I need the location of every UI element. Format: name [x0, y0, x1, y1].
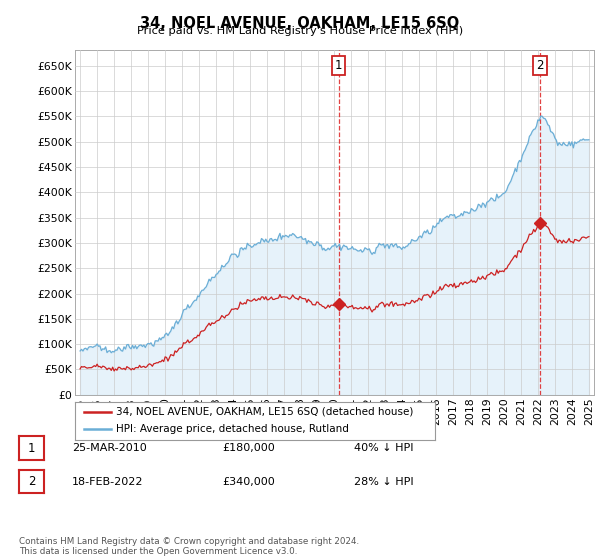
Text: 40% ↓ HPI: 40% ↓ HPI: [354, 443, 413, 453]
Text: 34, NOEL AVENUE, OAKHAM, LE15 6SQ (detached house): 34, NOEL AVENUE, OAKHAM, LE15 6SQ (detac…: [116, 407, 414, 417]
Text: Price paid vs. HM Land Registry's House Price Index (HPI): Price paid vs. HM Land Registry's House …: [137, 26, 463, 36]
Text: 18-FEB-2022: 18-FEB-2022: [72, 477, 143, 487]
Text: Contains HM Land Registry data © Crown copyright and database right 2024.
This d: Contains HM Land Registry data © Crown c…: [19, 536, 359, 556]
Text: 34, NOEL AVENUE, OAKHAM, LE15 6SQ: 34, NOEL AVENUE, OAKHAM, LE15 6SQ: [140, 16, 460, 31]
Text: HPI: Average price, detached house, Rutland: HPI: Average price, detached house, Rutl…: [116, 424, 349, 435]
Text: 25-MAR-2010: 25-MAR-2010: [72, 443, 147, 453]
Text: 2: 2: [28, 475, 35, 488]
Text: 1: 1: [28, 441, 35, 455]
Text: 2: 2: [536, 59, 544, 72]
Text: £180,000: £180,000: [222, 443, 275, 453]
Text: 28% ↓ HPI: 28% ↓ HPI: [354, 477, 413, 487]
Text: 1: 1: [335, 59, 343, 72]
Text: £340,000: £340,000: [222, 477, 275, 487]
